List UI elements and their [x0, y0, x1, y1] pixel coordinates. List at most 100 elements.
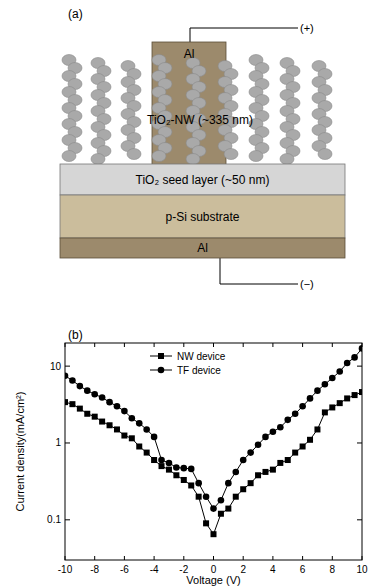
nanowire-grain [91, 154, 105, 165]
nanowire [62, 55, 82, 162]
layer-label: TiO₂ seed layer (~50 nm) [136, 173, 270, 187]
x-tick-label: 4 [270, 564, 276, 575]
data-point [255, 472, 261, 478]
data-point [151, 434, 158, 441]
data-point [277, 460, 283, 466]
data-point [285, 457, 291, 463]
plot-frame [65, 343, 362, 560]
legend-marker [158, 353, 164, 359]
x-tick-label: 8 [330, 564, 336, 575]
x-tick-label: 10 [356, 564, 368, 575]
data-point [158, 457, 165, 464]
nanowire-grain [318, 149, 332, 160]
data-point [344, 395, 350, 401]
data-point [77, 383, 84, 390]
nanowire-grain [62, 151, 76, 162]
data-point [352, 392, 358, 398]
panel-label: (a) [68, 7, 83, 21]
nanowire-grain [249, 151, 263, 162]
data-point [247, 449, 254, 456]
data-point [344, 360, 351, 367]
nanowire-grain [152, 151, 166, 162]
data-point [225, 480, 232, 487]
legend: NW device TF device [150, 351, 226, 376]
data-area [65, 345, 362, 537]
y-tick-label: 1 [55, 437, 61, 448]
data-point [277, 424, 284, 431]
y-tick [357, 519, 362, 520]
data-point [159, 463, 165, 469]
x-tick [183, 343, 184, 347]
x-tick [213, 556, 214, 560]
data-point [107, 422, 113, 428]
data-point [351, 354, 358, 361]
layer-label: p-Si substrate [165, 210, 239, 224]
data-point [314, 387, 321, 394]
data-point [307, 395, 314, 402]
data-point [203, 493, 210, 500]
data-point [99, 394, 106, 401]
nanowire [249, 55, 269, 162]
data-point [143, 426, 150, 433]
data-point [359, 345, 362, 352]
top-electrode [152, 42, 226, 166]
legend-label: TF device [177, 365, 221, 376]
y-tick [357, 442, 362, 443]
y-tick-label: 10 [50, 361, 62, 372]
x-tick [124, 556, 125, 560]
data-point [181, 465, 188, 472]
data-point [225, 506, 231, 512]
x-tick [243, 343, 244, 347]
legend-marker [158, 367, 165, 374]
data-point [314, 426, 320, 432]
seed-layer [60, 164, 345, 195]
nanowire [218, 61, 238, 160]
nanowire [121, 61, 141, 160]
data-point [240, 457, 247, 464]
data-point [240, 486, 246, 492]
wire [190, 28, 298, 42]
series-line [65, 392, 362, 534]
data-point [106, 399, 113, 406]
x-tick [272, 343, 273, 347]
nanowire [152, 55, 172, 162]
data-point [211, 531, 217, 537]
data-point [359, 389, 362, 395]
data-point [65, 399, 68, 405]
nanowire [312, 61, 332, 160]
data-point [151, 457, 157, 463]
terminal-label: (−) [300, 278, 314, 290]
bottom-electrode [60, 238, 345, 258]
y-tick-label: 0.1 [47, 514, 61, 525]
electrode-label: Al [184, 47, 195, 61]
data-point [173, 472, 179, 478]
nanowire-grain [127, 149, 141, 160]
x-tick [302, 556, 303, 560]
data-point [166, 467, 172, 473]
wire [220, 258, 298, 284]
x-tick-label: -10 [58, 564, 73, 575]
legend-label: NW device [177, 351, 226, 362]
data-point [99, 419, 105, 425]
x-tick-label: -8 [90, 564, 99, 575]
data-point [195, 480, 202, 487]
data-point [181, 477, 187, 483]
terminal-label: (+) [300, 22, 314, 34]
x-tick-label: -4 [150, 564, 159, 575]
y-tick [65, 366, 70, 367]
layer-label: TiO₂-NW (~335 nm) [147, 113, 253, 127]
x-tick-label: 2 [240, 564, 246, 575]
data-point [218, 511, 224, 517]
data-point [121, 433, 127, 439]
x-tick [94, 343, 95, 347]
y-axis-label: Current density(mA/cm²) [14, 392, 26, 512]
y-tick [65, 442, 70, 443]
data-point [91, 391, 98, 398]
data-point [84, 411, 90, 417]
data-point [262, 469, 268, 475]
data-point [248, 480, 254, 486]
data-point [84, 387, 91, 394]
x-tick [332, 556, 333, 560]
data-point [136, 420, 143, 427]
x-tick [154, 343, 155, 347]
